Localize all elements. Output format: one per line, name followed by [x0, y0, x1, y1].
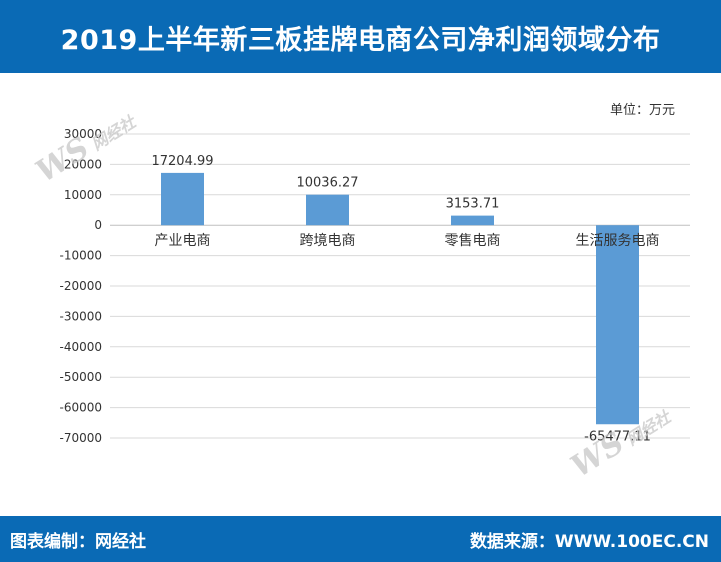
- y-tick-label: -10000: [59, 249, 102, 263]
- y-tick-label: 20000: [64, 157, 102, 171]
- bar: [306, 194, 349, 226]
- header-bar: [0, 0, 721, 73]
- y-tick-label: -20000: [59, 279, 102, 293]
- data-label: -65477.11: [584, 429, 651, 444]
- data-label: 3153.71: [446, 197, 500, 212]
- footer-bar: [0, 516, 721, 562]
- y-tick-label: 0: [94, 218, 102, 232]
- x-tick-label: 零售电商: [445, 233, 501, 249]
- page-title: 2019上半年新三板挂牌电商公司净利润领域分布: [60, 25, 661, 56]
- bar: [161, 172, 204, 226]
- y-tick-label: -70000: [59, 431, 102, 445]
- y-tick-label: 30000: [64, 127, 102, 141]
- data-label: 17204.99: [151, 154, 213, 169]
- footer-credit: 图表编制：网经社: [10, 532, 146, 552]
- x-tick-label: 跨境电商: [300, 233, 356, 249]
- bar: [596, 225, 639, 425]
- unit-label: 单位：万元: [609, 103, 675, 118]
- x-tick-label: 生活服务电商: [576, 233, 660, 249]
- data-label: 10036.27: [296, 176, 358, 191]
- y-tick-label: -40000: [59, 340, 102, 354]
- footer-source: 数据来源：WWW.100EC.CN: [469, 532, 709, 552]
- bar-chart: 30000 20000 10000 0 -10000 -20000 -30000 -40000…: [59, 127, 690, 445]
- y-tick-label: 10000: [64, 188, 102, 202]
- x-tick-label: 产业电商: [155, 233, 211, 249]
- y-tick-label: -60000: [59, 401, 102, 415]
- y-tick-label: -30000: [59, 309, 102, 323]
- bar: [451, 215, 494, 226]
- y-tick-label: -50000: [59, 370, 102, 384]
